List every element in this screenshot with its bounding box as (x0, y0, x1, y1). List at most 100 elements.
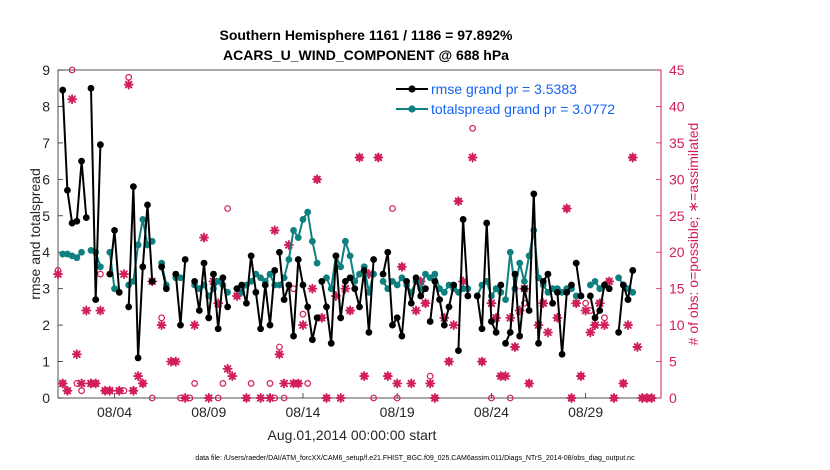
obs-assimilated-marker (241, 393, 252, 403)
rmse-point (214, 325, 222, 333)
obs-assimilated-marker (623, 320, 633, 331)
obs-possible-marker (469, 124, 476, 132)
obs-assimilated-marker (95, 305, 106, 316)
obs-assimilated-marker (279, 378, 290, 389)
rmse-point (511, 270, 519, 278)
totalspread-point (341, 237, 349, 245)
rmse-point (577, 292, 585, 300)
rmse-point (64, 186, 71, 194)
totalspread-point (337, 263, 345, 271)
y-right-tick-label: 45 (669, 62, 685, 78)
rmse-line (575, 263, 582, 297)
rmse-point (492, 329, 500, 336)
obs-assimilated-marker (575, 371, 586, 382)
rmse-point (624, 296, 632, 303)
obs-assimilated-marker (265, 393, 275, 403)
rmse-point (323, 303, 330, 311)
totalspread-point (520, 277, 528, 285)
rmse-point (285, 281, 293, 289)
obs-assimilated-marker (222, 363, 233, 374)
rmse-point (125, 303, 133, 311)
obs-assimilated-marker (123, 79, 134, 90)
rmse-point (436, 296, 443, 303)
totalspread-point (516, 259, 524, 267)
totalspread-point (257, 274, 264, 282)
obs-assimilated-marker (420, 298, 431, 309)
obs-assimilated-marker (76, 378, 87, 389)
obs-assimilated-marker (213, 298, 224, 309)
totalspread-point (558, 288, 566, 296)
rmse-point (247, 252, 255, 260)
rmse-point (431, 277, 439, 285)
rmse-point (111, 226, 118, 234)
legend-rmse-label: rmse grand pr = 3.5383 (431, 81, 577, 97)
totalspread-point (502, 296, 509, 303)
obs-assimilated-marker (81, 305, 92, 316)
rmse-point (290, 332, 297, 340)
totalspread-point (327, 285, 335, 293)
rmse-point (356, 303, 363, 311)
obs-assimilated-marker (321, 393, 332, 403)
obs-assimilated-marker (90, 378, 101, 389)
rmse-point (172, 270, 180, 278)
obs-assimilated-marker (293, 378, 304, 389)
y-axis-left: 0 1 2 3 4 5 6 7 8 9 (42, 62, 63, 406)
obs-assimilated-marker (580, 305, 591, 316)
obs-assimilated-marker (114, 385, 125, 396)
rmse-point (87, 84, 95, 92)
rmse-point (96, 141, 104, 149)
obs-assimilated-marker (425, 378, 436, 389)
rmse-point (238, 281, 246, 289)
obs-assimilated-marker (312, 174, 323, 185)
rmse-point (360, 267, 368, 274)
obs-assimilated-marker (444, 356, 454, 367)
rmse-point (195, 307, 203, 314)
rmse-point (332, 252, 340, 260)
rmse-point (106, 270, 114, 278)
obs-assimilated-marker (298, 320, 308, 331)
rmse-point (450, 281, 458, 289)
y-left-tick-label: 9 (42, 62, 50, 78)
obs-assimilated-marker (439, 312, 450, 323)
rmse-point (455, 347, 462, 355)
obs-possible-marker (299, 310, 307, 318)
rmse-point (596, 307, 604, 314)
rmse-point (506, 329, 514, 336)
obs-assimilated-marker (646, 393, 657, 403)
rmse-point (337, 314, 345, 322)
rmse-point (299, 281, 307, 289)
obs-assimilated-marker (373, 152, 384, 163)
rmse-line (476, 222, 502, 334)
totalspread-point (440, 288, 448, 296)
totalspread-point (73, 254, 81, 262)
obs-possible-marker (370, 394, 378, 402)
chart-title-line1: Southern Hemisphere 1161 / 1186 = 97.892… (219, 27, 513, 43)
rmse-point (403, 277, 411, 285)
x-axis-label: Aug.01,2014 00:00:00 start (268, 427, 437, 443)
y-right-tick-label: 20 (669, 244, 685, 260)
obs-assimilated-marker (524, 378, 535, 389)
obs-possible-marker (191, 380, 199, 387)
y-left-tick-label: 5 (42, 208, 50, 224)
totalspread-point (426, 274, 434, 282)
rmse-point (224, 303, 231, 311)
rmse-point (568, 281, 575, 289)
rmse-point (516, 332, 524, 340)
totalspread-point (591, 277, 599, 285)
obs-assimilated-marker (514, 305, 525, 316)
rmse-point (530, 190, 538, 198)
rmse-point (177, 321, 184, 329)
rmse-point (502, 339, 509, 347)
rmse-point (407, 299, 415, 307)
rmse-line (617, 270, 634, 333)
rmse-point (318, 277, 326, 285)
obs-assimilated-marker (604, 276, 615, 287)
y-right-tick-label: 40 (669, 98, 685, 114)
y-right-tick-label: 0 (669, 390, 677, 406)
obs-assimilated-marker (128, 385, 139, 396)
rmse-line (429, 280, 455, 327)
obs-assimilated-marker (283, 239, 294, 250)
rmse-point (549, 299, 557, 307)
obs-assimilated-marker (500, 371, 511, 382)
rmse-point (243, 299, 250, 307)
